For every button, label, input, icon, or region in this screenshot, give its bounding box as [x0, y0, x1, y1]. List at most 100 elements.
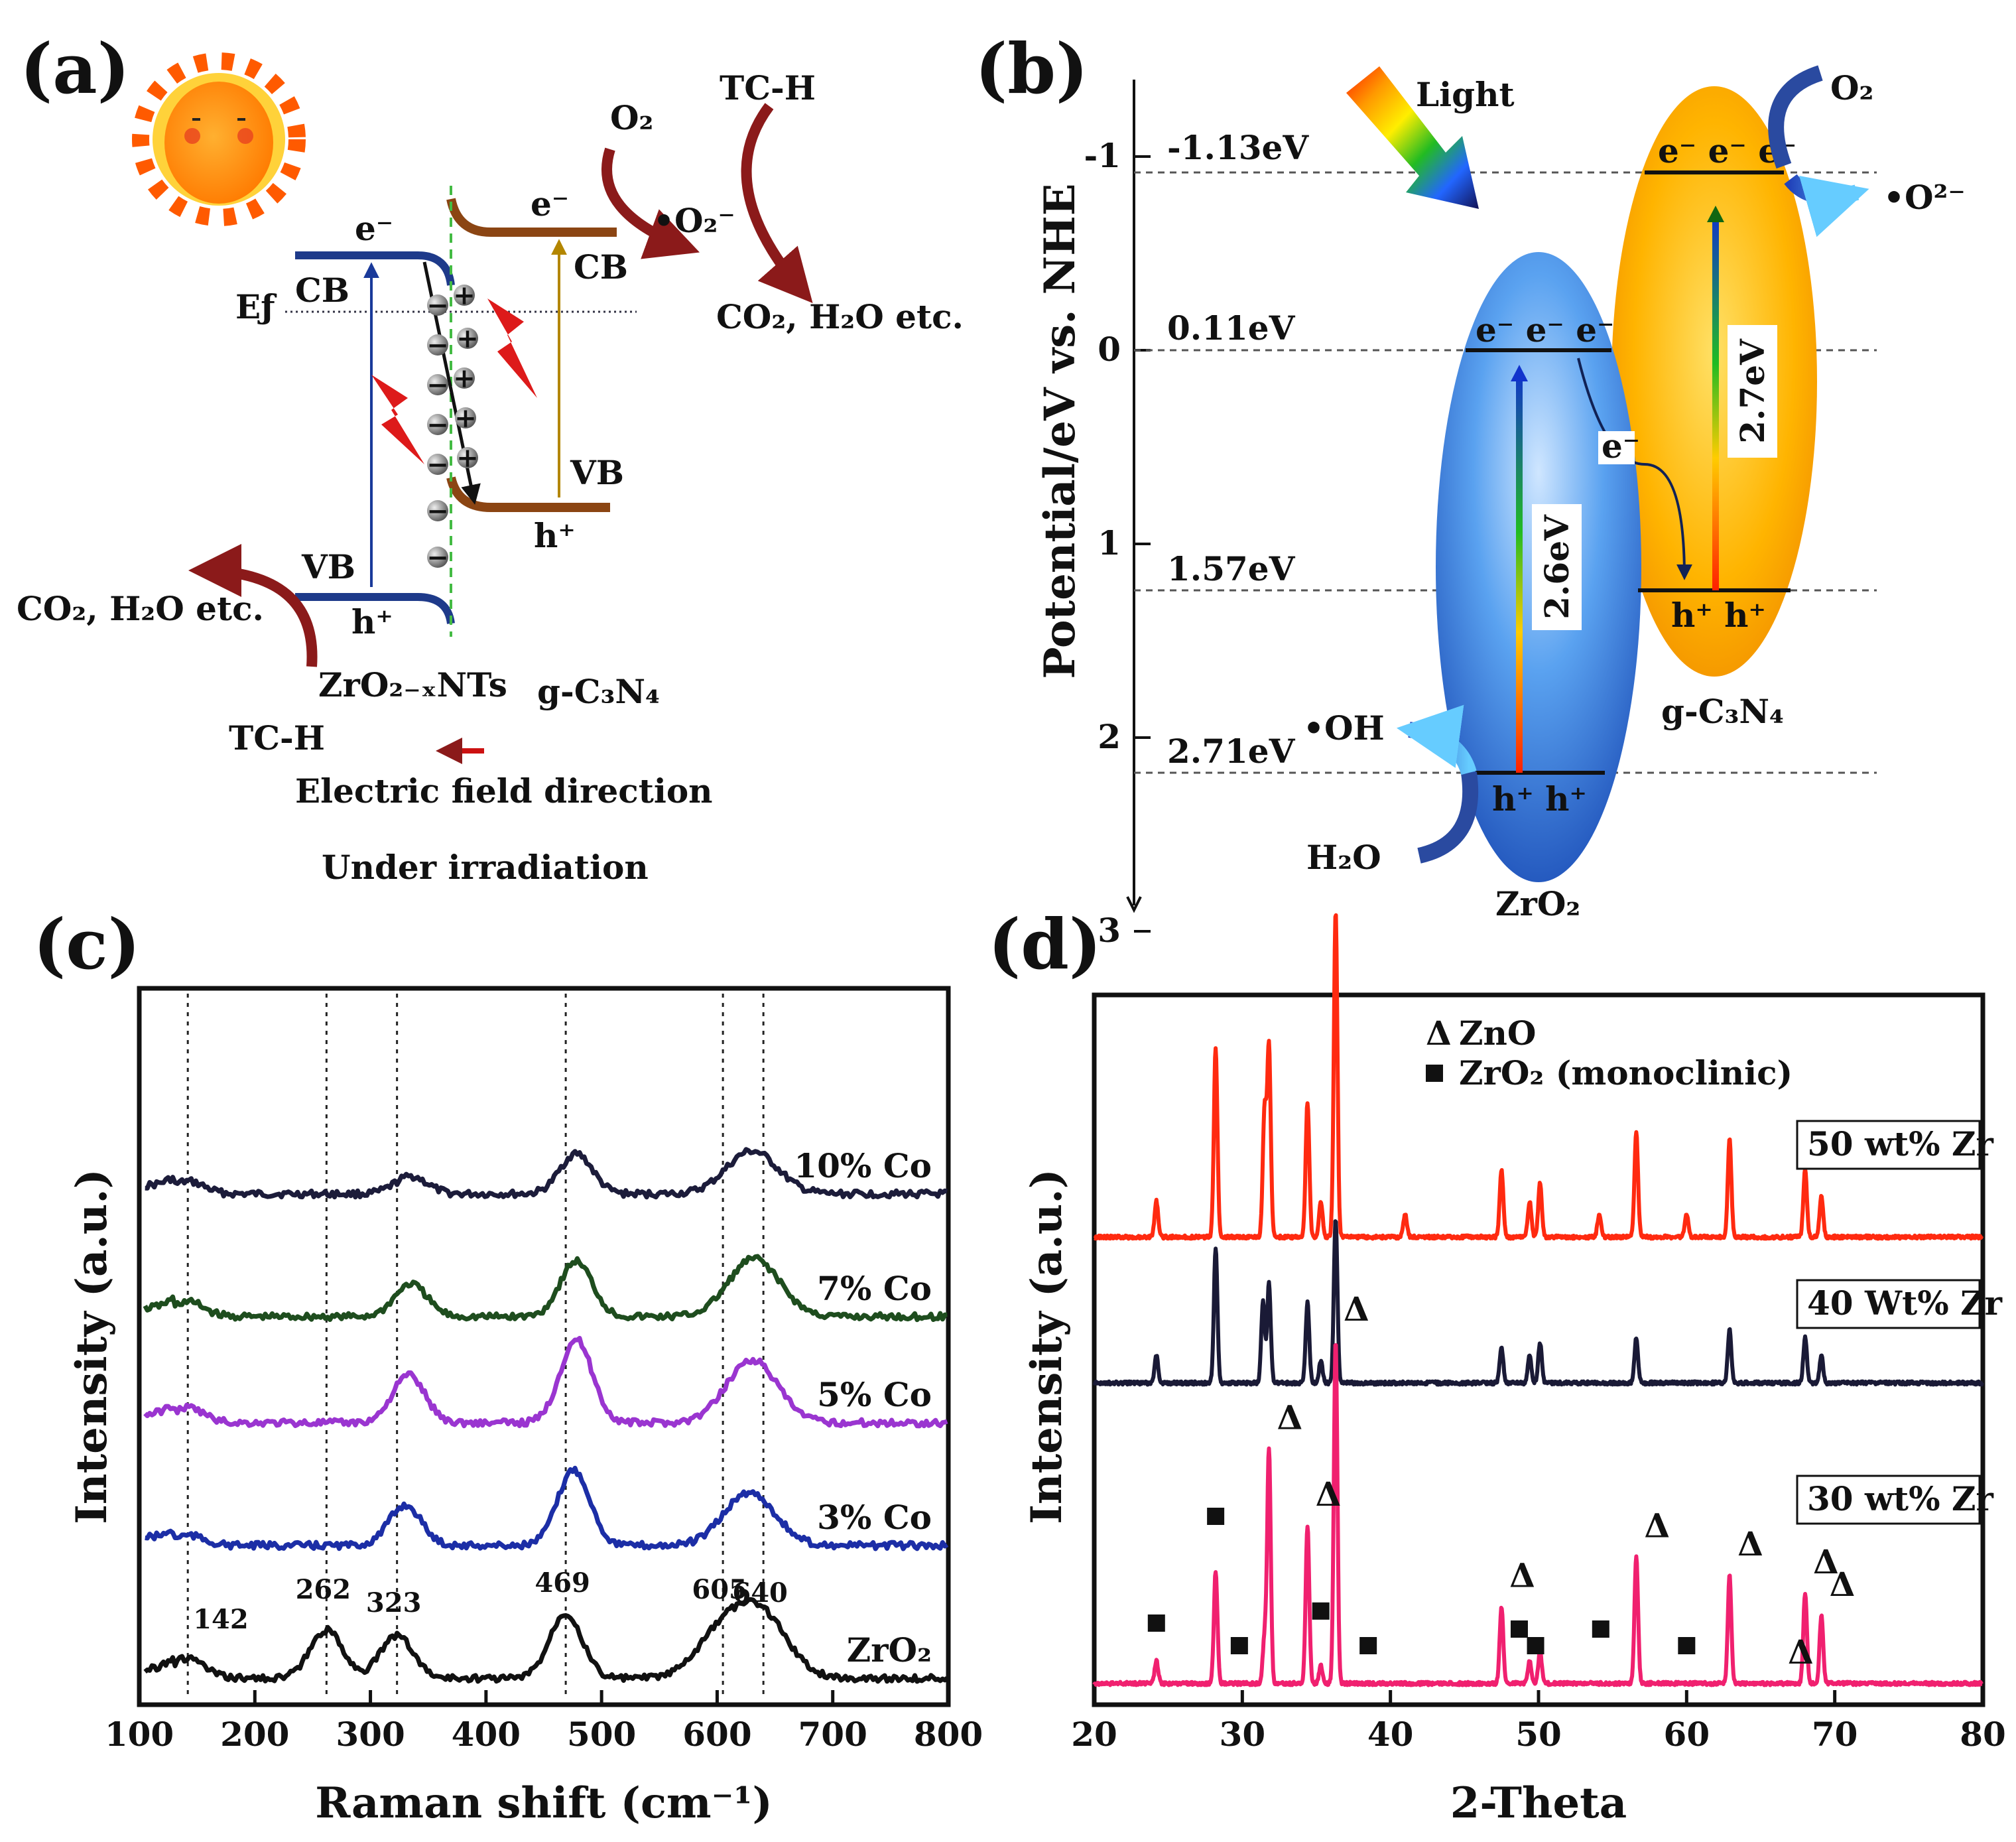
d-xtick-label: 70	[1812, 1715, 1858, 1754]
c-x-axis-label: Raman shift (cm⁻¹)	[315, 1778, 772, 1828]
svg-text:+: +	[454, 403, 477, 434]
c-peak-markers	[186, 994, 765, 1699]
zro2-cb-band	[295, 251, 455, 286]
zro2-marker	[1147, 1614, 1165, 1632]
c-peak-label: 142	[193, 1604, 249, 1635]
c-peak-label: 605	[692, 1574, 747, 1605]
irradiation-label: Under irradiation	[322, 848, 649, 887]
c-series-label: 5% Co	[817, 1375, 932, 1414]
d-xtick-label: 60	[1664, 1715, 1710, 1754]
sun-icon	[132, 52, 306, 226]
c-series-line-3	[145, 1465, 949, 1551]
c-xtick-label: 500	[567, 1715, 636, 1754]
svg-text:+: +	[456, 323, 479, 354]
b-y-ticks: -1 0 1 2 3	[1084, 136, 1151, 950]
c-peak-label: 640	[732, 1577, 788, 1609]
gcn-gap-box	[1728, 325, 1777, 458]
d-series-label-3: 30 wt% Zr	[1807, 1479, 1994, 1518]
gcn-label: g-C₃N₄	[537, 672, 660, 711]
zno-marker: Δ	[1277, 1398, 1303, 1437]
d-x-axis-label: 2-Theta	[1450, 1778, 1627, 1828]
zro2-legend-symbol	[1426, 1065, 1443, 1082]
d-series-line-0	[1092, 913, 1984, 1241]
o2-reduction-arrow	[601, 147, 700, 259]
charge-balls: − + − + − + − + − + − −	[426, 280, 479, 573]
zro2-nts-label: ZrO₂₋ₓNTs	[318, 665, 507, 704]
c-peak-label: 323	[366, 1587, 422, 1618]
gcn-cb-band	[446, 198, 617, 237]
svg-text:−: −	[426, 495, 449, 527]
level-label-2: 0.11eV	[1167, 308, 1296, 348]
band-diagram: − + − + − + − + − + − − e⁻ e⁻ CB CB Eƒ	[235, 184, 637, 641]
d-xtick-label: 20	[1071, 1715, 1117, 1754]
o2-label: O₂	[610, 98, 653, 137]
zno-marker: Δ	[1344, 1289, 1369, 1329]
panel-a: (a) − + − + −	[17, 28, 964, 887]
d-xtick-label: 80	[1960, 1715, 2006, 1754]
d-xtick-label: 40	[1367, 1715, 1414, 1754]
c-y-axis-label: Intensity (a.u.)	[67, 1169, 117, 1524]
panel-c-label: (c)	[33, 903, 141, 985]
d-label-box-3	[1796, 1475, 1981, 1525]
gcn-gap-label: 2.7eV	[1733, 338, 1772, 444]
panel-a-label: (a)	[20, 28, 130, 109]
d-y-axis-label: Intensity (a.u.)	[1022, 1169, 1072, 1524]
zro2-marker	[1207, 1508, 1225, 1525]
zro2-marker	[1230, 1637, 1248, 1654]
d-label-box-2	[1796, 1279, 1981, 1329]
gcn-excitation-bar	[1712, 212, 1719, 590]
field-direction-label: Electric field direction	[295, 771, 713, 811]
c-series-line-1	[143, 1254, 948, 1323]
c-series-group: 10% Co 7% Co 5% Co 3% Co ZrO₂ 142 262 323 469 605…	[143, 1146, 949, 1684]
d-series-line-2	[1092, 1343, 1984, 1687]
tch-top-label: TC-H	[720, 68, 816, 107]
oh-arrow	[1396, 704, 1477, 775]
c-series-label: ZrO₂	[847, 1630, 932, 1670]
d-xtick-label: 30	[1220, 1715, 1266, 1754]
b-superoxide-label: •O²⁻	[1883, 178, 1966, 217]
zro2-marker	[1359, 1637, 1377, 1654]
zno-marker: Δ	[1788, 1632, 1814, 1672]
products-right-label: CO₂, H₂O etc.	[716, 297, 964, 336]
zro2-marker	[1510, 1620, 1528, 1638]
gcn-vb-label: VB	[570, 453, 624, 492]
svg-text:+: +	[453, 363, 475, 394]
zro2-marker	[1678, 1637, 1696, 1654]
level-label-1: -1.13eV	[1167, 128, 1309, 167]
svg-text:−: −	[426, 330, 449, 361]
c-xtick-label: 700	[798, 1715, 867, 1754]
panel-c: (c) 10% Co 7% Co 5% Co 3% Co ZrO₂ 142 262 323 46…	[33, 903, 983, 1828]
c-series-label: 10% Co	[794, 1146, 932, 1185]
lightning-icon	[371, 298, 537, 464]
c-series-line-0	[145, 1147, 948, 1200]
c-plot-frame	[137, 986, 951, 1707]
fermi-label: Eƒ	[235, 287, 277, 326]
level-label-3: 1.57eV	[1167, 549, 1296, 588]
c-series-label: 3% Co	[817, 1498, 932, 1537]
d-series-group	[1092, 913, 1984, 1687]
zro2-name: ZrO₂	[1495, 884, 1580, 923]
svg-text:−: −	[426, 449, 449, 480]
c-xtick-label: 200	[220, 1715, 289, 1754]
zro2-electrons: e⁻ e⁻ e⁻	[1476, 310, 1614, 350]
light-label: Light	[1416, 75, 1515, 114]
zro2-vb-hole: h⁺	[351, 602, 393, 641]
zro2-holes: h⁺ h⁺	[1492, 779, 1587, 819]
b-axis-arrowhead	[1126, 896, 1142, 913]
c-peak-label: 469	[535, 1567, 590, 1599]
oh-label: •OH	[1303, 708, 1385, 748]
superoxide-arrow	[1784, 174, 1869, 237]
d-series-label-1: 50 wt% Zr	[1807, 1124, 1994, 1163]
zro2-marker	[1527, 1637, 1544, 1654]
zno-marker: Δ	[1830, 1565, 1856, 1604]
zro2-excitation-bar	[1516, 371, 1523, 773]
panel-d-label: (d)	[988, 903, 1102, 985]
c-xtick-label: 800	[914, 1715, 983, 1754]
b-ytick-label: 1	[1098, 523, 1121, 562]
c-xtick-label: 400	[452, 1715, 521, 1754]
svg-text:+: +	[453, 280, 475, 311]
